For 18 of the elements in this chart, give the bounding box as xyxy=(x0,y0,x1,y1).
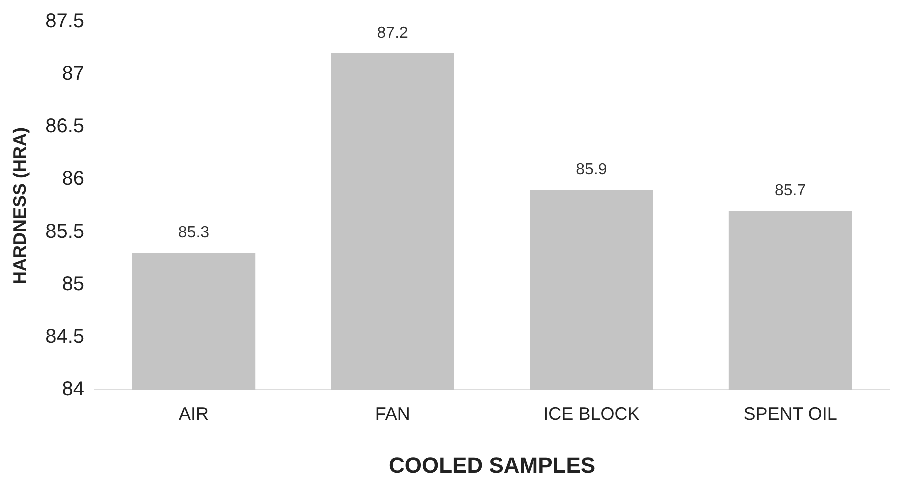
x-tick-label: AIR xyxy=(178,404,209,424)
y-tick-label: 85 xyxy=(62,273,85,296)
y-tick-label: 86 xyxy=(62,168,85,190)
y-tick-label: 85.5 xyxy=(46,220,85,243)
data-label: 85.3 xyxy=(178,224,210,242)
y-tick-label: 87 xyxy=(62,63,85,86)
data-label: 85.7 xyxy=(774,182,806,200)
y-tick-label: 87.5 xyxy=(46,10,85,33)
y-tick-label: 84 xyxy=(62,378,85,401)
y-axis-title: HARDNESS (HRA) xyxy=(10,127,30,284)
x-tick-label: ICE BLOCK xyxy=(544,404,640,424)
data-label: 87.2 xyxy=(377,24,408,42)
x-tick-label: SPENT OIL xyxy=(744,404,838,424)
x-axis-title: COOLED SAMPLES xyxy=(388,452,596,478)
y-tick-label: 84.5 xyxy=(46,326,85,348)
y-tick-label: 86.5 xyxy=(46,116,85,138)
x-tick-label: FAN xyxy=(375,404,410,424)
data-label: 85.9 xyxy=(576,162,608,179)
